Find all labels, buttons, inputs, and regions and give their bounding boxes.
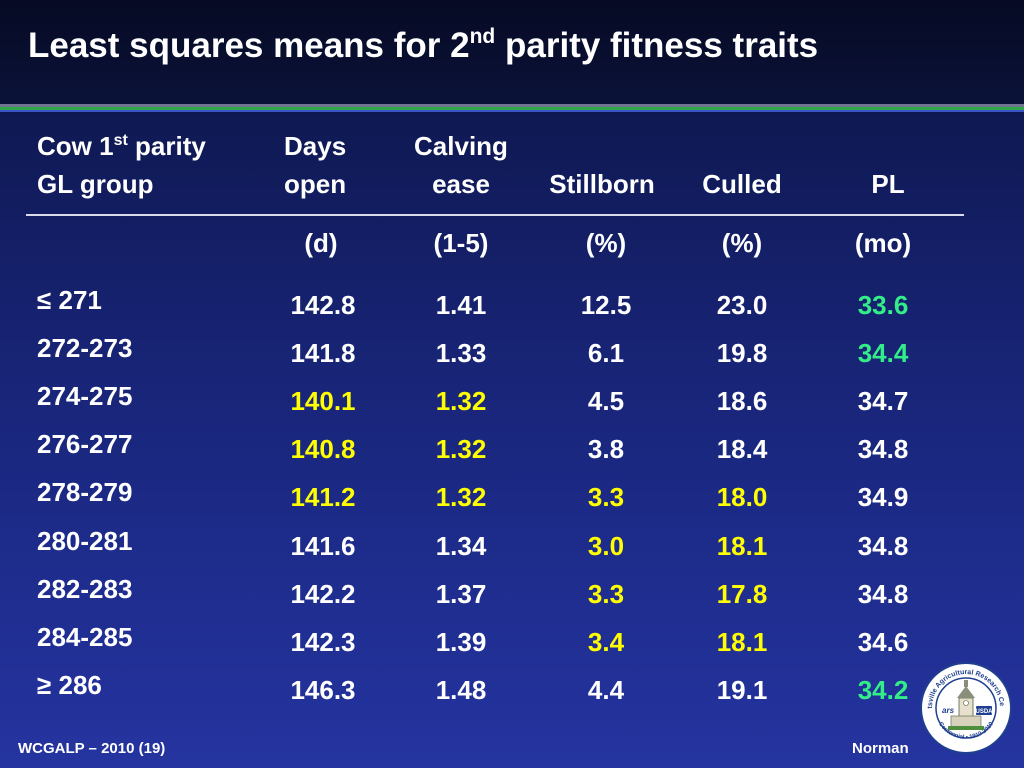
cell-days-open: 141.8 (290, 338, 356, 369)
cell-stillborn: 3.8 (587, 434, 625, 465)
cell-calving-ease: 1.32 (435, 386, 487, 417)
row-gl-group: 284-285 (37, 621, 133, 652)
cell-stillborn: 4.4 (587, 674, 625, 705)
cell-days-open: 141.6 (290, 530, 356, 561)
cell-stillborn: 3.3 (587, 578, 625, 609)
cell-calving-ease: 1.39 (435, 626, 487, 657)
cell-stillborn: 3.3 (587, 482, 625, 513)
footer-citation: WCGALP – 2010 (19) (18, 740, 166, 757)
svg-text:USDA: USDA (975, 709, 993, 715)
cell-stillborn: 4.5 (587, 386, 625, 417)
cell-culled: 19.8 (716, 338, 768, 369)
header-stillborn: Stillborn (549, 169, 655, 199)
cell-days-open: 146.3 (290, 674, 356, 705)
row-gl-group: 274-275 (37, 381, 133, 412)
cell-pl: 33.6 (857, 290, 909, 320)
barc-centennial-logo: Beltsville Agricultural Research Center … (920, 662, 1012, 754)
cell-culled: 19.1 (716, 674, 768, 705)
cell-calving-ease: 1.33 (435, 338, 487, 369)
unit-culled: (%) (721, 228, 763, 258)
cell-pl: 34.8 (857, 434, 909, 465)
cell-pl: 34.7 (857, 386, 909, 417)
cell-culled: 23.0 (716, 290, 768, 320)
cell-calving-ease: 1.32 (435, 482, 487, 513)
cell-days-open: 140.8 (290, 434, 356, 465)
cell-days-open: 142.8 (290, 290, 356, 320)
title-divider-gray (0, 104, 1024, 107)
cell-culled: 18.4 (716, 434, 768, 465)
cell-pl: 34.9 (857, 482, 909, 513)
cell-culled: 18.1 (716, 626, 768, 657)
unit-calving-ease: (1-5) (433, 228, 489, 258)
footer-author: Norman (852, 740, 909, 757)
header-gl-group: Cow 1st parity GL group (37, 131, 206, 199)
row-gl-group: ≤ 271 (37, 285, 102, 315)
cell-days-open: 141.2 (290, 482, 356, 513)
row-gl-group: 282-283 (37, 573, 133, 604)
header-divider (26, 214, 964, 216)
cell-calving-ease: 1.37 (435, 578, 487, 609)
row-gl-group: 272-273 (37, 333, 133, 364)
unit-stillborn: (%) (585, 228, 627, 258)
row-gl-group: 278-279 (37, 477, 133, 508)
svg-text:ars: ars (942, 706, 955, 715)
row-gl-group: ≥ 286 (37, 669, 102, 700)
title-divider-blue (0, 110, 1024, 112)
cell-calving-ease: 1.32 (435, 434, 487, 465)
cell-days-open: 142.2 (290, 578, 356, 609)
cell-pl: 34.6 (857, 626, 909, 657)
cell-culled: 18.1 (716, 530, 768, 561)
cell-pl: 34.8 (857, 578, 909, 609)
cell-days-open: 140.1 (290, 386, 356, 417)
cell-stillborn: 12.5 (580, 290, 632, 320)
cell-calving-ease: 1.34 (435, 530, 487, 561)
cell-calving-ease: 1.48 (435, 674, 487, 705)
unit-days-open: (d) (304, 228, 338, 258)
title-bar (0, 0, 1024, 104)
cell-stillborn: 3.0 (587, 530, 625, 561)
header-culled: Culled (702, 169, 782, 199)
cell-culled: 18.6 (716, 386, 768, 417)
cell-calving-ease: 1.41 (435, 290, 487, 320)
unit-pl: (mo) (854, 228, 912, 258)
header-pl: PL (871, 169, 905, 199)
header-calving-ease: Calving ease (414, 131, 508, 199)
cell-culled: 18.0 (716, 482, 768, 513)
cell-pl: 34.2 (857, 674, 909, 705)
cell-culled: 17.8 (716, 578, 768, 609)
cell-days-open: 142.3 (290, 626, 356, 657)
title-divider-green (0, 107, 1024, 110)
row-gl-group: 280-281 (37, 525, 133, 556)
cell-pl: 34.8 (857, 530, 909, 561)
page-title: Least squares means for 2nd parity fitne… (28, 25, 819, 65)
cell-pl: 34.4 (857, 338, 909, 369)
header-days-open: Days open (284, 131, 347, 199)
cell-stillborn: 6.1 (587, 338, 625, 369)
row-gl-group: 276-277 (37, 429, 133, 460)
cell-stillborn: 3.4 (587, 626, 625, 657)
